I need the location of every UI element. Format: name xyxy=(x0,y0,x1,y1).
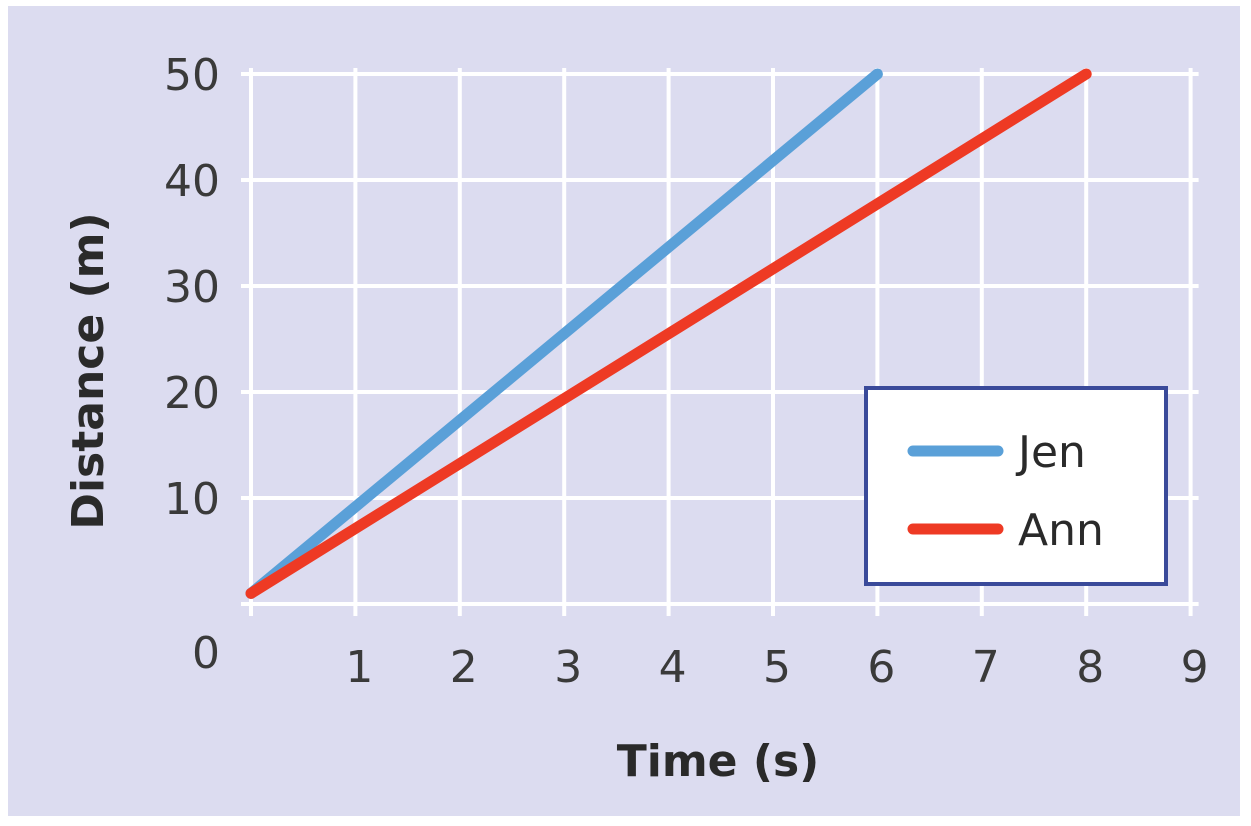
x-tick-label: 7 xyxy=(972,642,1000,693)
x-tick-label: 9 xyxy=(1181,642,1209,693)
legend: Jen Ann xyxy=(864,386,1168,586)
y-tick-label: 10 xyxy=(164,474,220,525)
y-tick-label: 40 xyxy=(164,156,220,207)
y-tick-labels: 0 10 20 30 40 50 xyxy=(164,50,220,679)
x-tick-labels: 1 2 3 4 5 6 7 8 9 xyxy=(345,642,1208,693)
x-tick-label: 1 xyxy=(345,642,373,693)
series-lines xyxy=(245,68,1092,599)
legend-label-ann: Ann xyxy=(1018,505,1104,556)
y-tick-label: 0 xyxy=(192,628,220,679)
legend-label-jen: Jen xyxy=(1015,427,1086,478)
y-tick-label: 20 xyxy=(164,368,220,419)
y-axis-title: Distance (m) xyxy=(63,212,114,529)
x-tick-label: 4 xyxy=(659,642,687,693)
x-tick-label: 3 xyxy=(554,642,582,693)
series-line-jen xyxy=(245,68,883,599)
x-tick-label: 6 xyxy=(867,642,895,693)
distance-time-chart: 0 10 20 30 40 50 1 2 3 4 5 6 7 8 9 Time (s) Distance … xyxy=(63,50,1209,787)
x-tick-label: 5 xyxy=(763,642,791,693)
x-axis-title: Time (s) xyxy=(617,736,820,787)
series-line-ann xyxy=(245,68,1092,599)
y-tick-label: 50 xyxy=(164,50,220,101)
legend-box xyxy=(864,386,1168,586)
chart-figure: 0 10 20 30 40 50 1 2 3 4 5 6 7 8 9 Time (s) Distance … xyxy=(8,6,1240,816)
y-tick-label: 30 xyxy=(164,262,220,313)
x-tick-label: 2 xyxy=(450,642,478,693)
x-tick-label: 8 xyxy=(1076,642,1104,693)
